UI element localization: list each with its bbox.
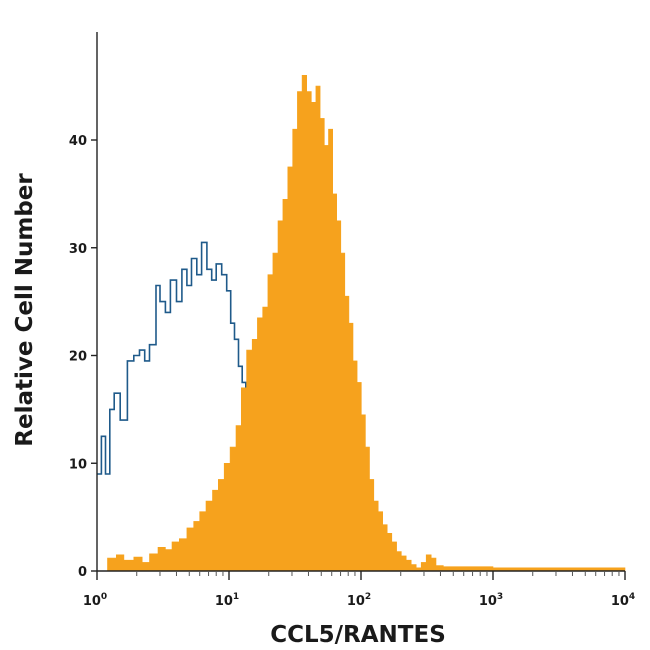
x-tick-label: 100 [83,592,107,609]
y-tick-label: 0 [78,565,87,580]
x-tick-label: 101 [215,592,239,609]
y-axis-title: Relative Cell Number [12,173,38,447]
histogram-outline-series [97,241,247,475]
x-tick-label: 102 [347,592,371,609]
y-tick-label: 40 [69,134,87,149]
y-tick-label: 20 [69,350,87,365]
series-layer [97,75,626,572]
y-tick-label: 10 [69,457,87,472]
x-tick-label: 103 [479,592,503,609]
histogram-filled-series [102,75,626,572]
x-tick-label: 104 [611,592,635,609]
ticks-layer [91,139,626,580]
y-tick-label: 30 [69,242,87,257]
x-axis-title: CCL5/RANTES [270,622,446,648]
labels-layer: 0 10 20 30 40 100 101 102 103 104 [69,134,635,609]
